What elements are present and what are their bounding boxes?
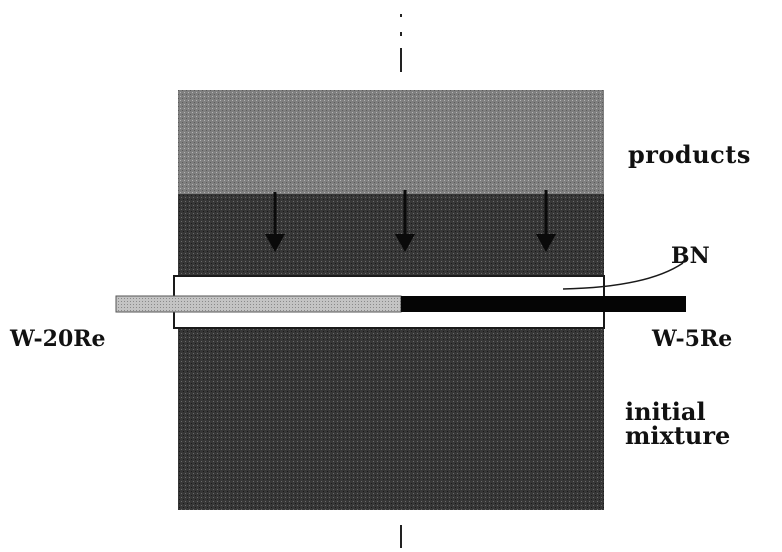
transition-zone [178, 194, 604, 276]
bn-leader-line [562, 262, 684, 290]
w5re-wire [401, 296, 686, 312]
initial-label-line1: initial [625, 397, 706, 426]
w20re-wire [115, 295, 402, 313]
products-zone [178, 90, 604, 194]
arrow-left [265, 192, 285, 252]
arrow-center [395, 190, 415, 252]
initial-label-line2: mixture [625, 421, 731, 450]
initial-mixture-zone [178, 328, 604, 510]
bn-label: BN [671, 243, 710, 269]
products-label: products [628, 140, 751, 169]
arrow-right [536, 190, 556, 252]
w5re-label: W-5Re [652, 326, 733, 352]
initial-mixture-label: initial mixture [625, 400, 730, 448]
w20re-label: W-20Re [10, 326, 106, 352]
